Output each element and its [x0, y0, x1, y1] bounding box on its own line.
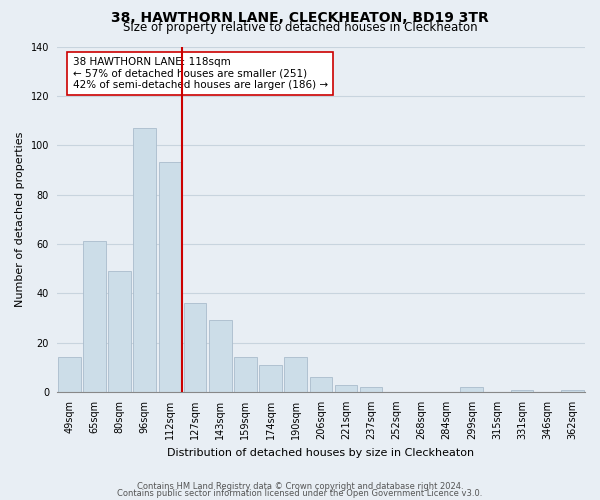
- Text: 38, HAWTHORN LANE, CLECKHEATON, BD19 3TR: 38, HAWTHORN LANE, CLECKHEATON, BD19 3TR: [111, 11, 489, 25]
- Bar: [83, 242, 106, 392]
- Bar: [511, 390, 533, 392]
- Bar: [561, 390, 584, 392]
- Bar: [310, 377, 332, 392]
- Text: Contains HM Land Registry data © Crown copyright and database right 2024.: Contains HM Land Registry data © Crown c…: [137, 482, 463, 491]
- Bar: [133, 128, 156, 392]
- Bar: [184, 303, 206, 392]
- Bar: [360, 387, 382, 392]
- Y-axis label: Number of detached properties: Number of detached properties: [15, 132, 25, 307]
- Bar: [284, 358, 307, 392]
- Bar: [209, 320, 232, 392]
- Bar: [158, 162, 181, 392]
- Text: Contains public sector information licensed under the Open Government Licence v3: Contains public sector information licen…: [118, 489, 482, 498]
- Bar: [58, 358, 80, 392]
- Text: 38 HAWTHORN LANE: 118sqm
← 57% of detached houses are smaller (251)
42% of semi-: 38 HAWTHORN LANE: 118sqm ← 57% of detach…: [73, 57, 328, 90]
- Bar: [234, 358, 257, 392]
- Bar: [335, 384, 358, 392]
- X-axis label: Distribution of detached houses by size in Cleckheaton: Distribution of detached houses by size …: [167, 448, 475, 458]
- Bar: [460, 387, 483, 392]
- Bar: [108, 271, 131, 392]
- Text: Size of property relative to detached houses in Cleckheaton: Size of property relative to detached ho…: [122, 21, 478, 34]
- Bar: [259, 365, 282, 392]
